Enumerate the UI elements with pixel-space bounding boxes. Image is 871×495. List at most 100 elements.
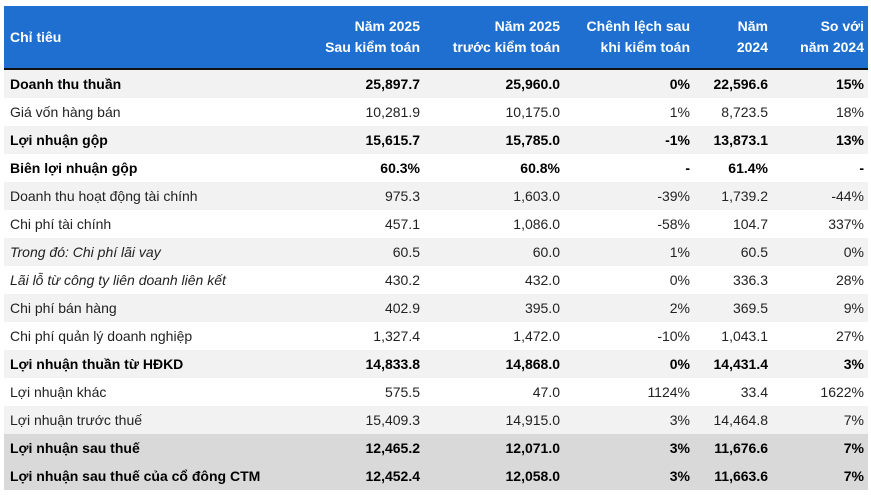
table-row: Lợi nhuận sau thuế của cổ đông CTM 12,452… <box>4 462 868 490</box>
value-cell: 3% <box>669 468 690 484</box>
header-line: năm 2024 <box>800 39 864 55</box>
value-cell: -44% <box>831 188 864 204</box>
header-line: So với <box>820 18 864 34</box>
label-cell: Lợi nhuận thuần từ HĐKD <box>10 356 184 372</box>
label-cell: Lợi nhuận trước thuế <box>10 412 143 428</box>
value-cell: - <box>685 160 690 176</box>
header-cell: Chênh lệch sau khi kiểm toán <box>564 6 694 70</box>
financial-table: Chỉ tiêu Năm 2025 Sau kiểm toán Năm 2025 trư… <box>4 6 868 490</box>
table-row: Doanh thu hoạt động tài chính 975.3 1,603.… <box>4 182 868 210</box>
value-cell: 575.5 <box>384 384 420 400</box>
value-cell: 14,464.8 <box>713 412 769 428</box>
header-line: trước kiểm toán <box>452 39 560 55</box>
value-cell: 337% <box>828 216 864 232</box>
table-row: Chi phí bán hàng 402.9 395.0 2% 369.5 9% <box>4 294 868 322</box>
label-cell: Lãi lỗ từ công ty liên doanh liên kết <box>10 272 226 288</box>
value-cell: 14,431.4 <box>713 356 769 372</box>
label-cell: Chi phí bán hàng <box>10 300 117 316</box>
value-cell: 1,086.0 <box>513 216 560 232</box>
header-line: Chỉ tiêu <box>10 28 62 45</box>
value-cell: 12,465.2 <box>365 440 421 456</box>
value-cell: 8,723.5 <box>721 104 768 120</box>
label-cell: Chi phí tài chính <box>10 216 112 232</box>
value-cell: 60.5 <box>740 244 768 260</box>
table-row: Chi phí quản lý doanh nghiệp 1,327.4 1,472… <box>4 322 868 350</box>
value-cell: -39% <box>657 188 690 204</box>
header-line: Năm 2025 <box>494 18 560 34</box>
value-cell: 7% <box>843 468 864 484</box>
label-cell: Lợi nhuận gộp <box>10 132 108 148</box>
value-cell: 1124% <box>647 384 690 400</box>
value-cell: 1622% <box>820 384 864 400</box>
value-cell: 15,785.0 <box>505 132 561 148</box>
value-cell: 14,915.0 <box>505 412 561 428</box>
value-cell: 430.2 <box>384 272 420 288</box>
value-cell: 1,043.1 <box>721 328 768 344</box>
value-cell: 10,175.0 <box>505 104 561 120</box>
value-cell: 27% <box>835 328 864 344</box>
header-cell: Năm 2024 <box>694 6 772 70</box>
value-cell: 2% <box>669 300 690 316</box>
value-cell: 14,868.0 <box>505 356 561 372</box>
value-cell: 104.7 <box>732 216 768 232</box>
value-cell: 14,833.8 <box>365 356 421 372</box>
value-cell: 12,452.4 <box>365 468 421 484</box>
value-cell: 11,676.6 <box>714 440 768 456</box>
value-cell: 13% <box>835 132 864 148</box>
value-cell: 25,897.7 <box>365 76 421 92</box>
value-cell: 60.8% <box>520 160 560 176</box>
table-row: Biên lợi nhuận gộp 60.3% 60.8% - 61.4% - <box>4 154 868 182</box>
value-cell: 28% <box>835 272 864 288</box>
value-cell: 12,071.0 <box>505 440 561 456</box>
value-cell: 60.5 <box>392 244 420 260</box>
table-row: Doanh thu thuần 25,897.7 25,960.0 0% 22,596.… <box>4 69 868 98</box>
value-cell: 9% <box>843 300 864 316</box>
value-cell: 7% <box>843 412 864 428</box>
value-cell: 15,615.7 <box>365 132 421 148</box>
header-row: Chỉ tiêu Năm 2025 Sau kiểm toán Năm 2025 trư… <box>4 6 868 70</box>
value-cell: 0% <box>669 356 690 372</box>
value-cell: 0% <box>669 272 690 288</box>
header-line: Năm 2025 <box>354 18 420 34</box>
table-row: Chi phí tài chính 457.1 1,086.0 -58% 104.7 33… <box>4 210 868 238</box>
value-cell: 1,472.0 <box>513 328 560 344</box>
value-cell: 60.3% <box>380 160 420 176</box>
value-cell: 13,873.1 <box>713 132 769 148</box>
value-cell: 18% <box>835 104 864 120</box>
value-cell: 7% <box>843 440 864 456</box>
value-cell: - <box>859 160 864 176</box>
value-cell: 61.4% <box>728 160 768 176</box>
value-cell: 0% <box>669 76 690 92</box>
value-cell: 457.1 <box>384 216 420 232</box>
value-cell: 25,960.0 <box>505 76 561 92</box>
value-cell: 3% <box>669 412 690 428</box>
header-line: khi kiểm toán <box>600 39 690 55</box>
label-cell: Lợi nhuận sau thuế của cổ đông CTM <box>10 468 261 484</box>
value-cell: 47.0 <box>532 384 560 400</box>
label-cell: Lợi nhuận khác <box>10 384 107 400</box>
header-line: 2024 <box>736 39 768 55</box>
label-cell: Giá vốn hàng bán <box>10 104 121 120</box>
table-row: Lợi nhuận khác 575.5 47.0 1124% 33.4 1622% <box>4 378 868 406</box>
value-cell: -1% <box>665 132 690 148</box>
value-cell: 60.0 <box>532 244 560 260</box>
value-cell: 15% <box>835 76 864 92</box>
label-cell: Lợi nhuận sau thuế <box>10 440 140 456</box>
header-cell: So với năm 2024 <box>772 6 868 70</box>
header-line: Sau kiểm toán <box>325 39 420 55</box>
table-body: Doanh thu thuần 25,897.7 25,960.0 0% 22,596.… <box>4 69 868 490</box>
table-row: Lợi nhuận gộp 15,615.7 15,785.0 -1% 13,873.1… <box>4 126 868 154</box>
value-cell: 395.0 <box>524 300 560 316</box>
table-row: Giá vốn hàng bán 10,281.9 10,175.0 1% 8,723.… <box>4 98 868 126</box>
table-row: Trong đó: Chi phí lãi vay 60.5 60.0 1% 60.5 0… <box>4 238 868 266</box>
label-cell: Trong đó: Chi phí lãi vay <box>10 244 161 260</box>
value-cell: 369.5 <box>732 300 768 316</box>
value-cell: 3% <box>843 356 864 372</box>
table-row: Lợi nhuận thuần từ HĐKD 14,833.8 14,868.0 0… <box>4 350 868 378</box>
value-cell: 1,327.4 <box>373 328 420 344</box>
header-cell: Chỉ tiêu <box>4 6 294 70</box>
value-cell: 10,281.9 <box>365 104 421 120</box>
label-cell: Biên lợi nhuận gộp <box>10 160 138 176</box>
value-cell: 0% <box>843 244 864 260</box>
table-row: Lợi nhuận trước thuế 15,409.3 14,915.0 3% 14… <box>4 406 868 434</box>
